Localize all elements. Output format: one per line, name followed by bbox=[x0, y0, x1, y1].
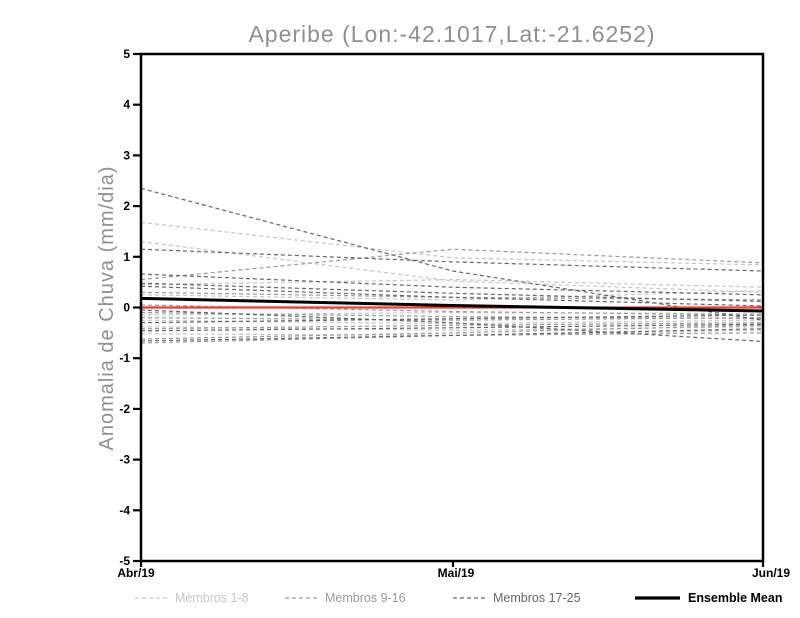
legend-item-1: Membros 1-8 bbox=[135, 591, 249, 605]
y-tick-label-4: 4 bbox=[123, 98, 130, 112]
member-line-1 bbox=[140, 221, 764, 266]
y-axis-label: Anomalia de Chuva (mm/dia) bbox=[96, 166, 118, 451]
member-line-14 bbox=[140, 304, 764, 316]
y-tick-label--2: -2 bbox=[119, 402, 130, 416]
ensemble-mean-line bbox=[140, 296, 764, 313]
member-line-22 bbox=[140, 309, 764, 343]
member-line-3 bbox=[140, 290, 764, 301]
y-tick-label-2: 2 bbox=[123, 199, 130, 213]
legend-item-3: Membros 17-25 bbox=[453, 591, 581, 605]
x-tick-label-0: Abr/19 bbox=[117, 566, 155, 580]
y-tick-label-3: 3 bbox=[123, 148, 130, 162]
y-tick-label--5: -5 bbox=[119, 554, 130, 568]
member-line-18 bbox=[140, 248, 764, 272]
chart-legend: Membros 1-8 Membros 9-16 Membros 17-25 Ense… bbox=[135, 591, 782, 605]
member-line-17 bbox=[140, 187, 764, 321]
member-line-4 bbox=[140, 311, 764, 316]
member-line-2 bbox=[140, 240, 764, 293]
legend-item-4: Ensemble Mean bbox=[635, 591, 782, 605]
legend-label-2: Membros 9-16 bbox=[325, 591, 406, 605]
x-axis-ticks: Abr/19 Mai/19 Jun/19 bbox=[117, 561, 790, 580]
x-tick-label-1: Mai/19 bbox=[438, 566, 475, 580]
member-line-13 bbox=[140, 324, 764, 340]
member-line-15 bbox=[140, 332, 764, 344]
y-tick-label-5: 5 bbox=[123, 47, 130, 61]
member-line-12 bbox=[140, 322, 764, 330]
member-line-20 bbox=[140, 282, 764, 303]
member-line-23 bbox=[140, 314, 764, 324]
y-axis-ticks: 5 4 3 2 1 0 -1 -2 -3 -4 -5 bbox=[119, 47, 141, 568]
member-line-16 bbox=[140, 311, 764, 320]
legend-label-1: Membros 1-8 bbox=[175, 591, 249, 605]
member-line-5 bbox=[140, 319, 764, 325]
legend-label-4: Ensemble Mean bbox=[688, 591, 782, 605]
member-lines-group bbox=[140, 187, 764, 344]
member-line-19 bbox=[140, 273, 764, 296]
y-tick-label--3: -3 bbox=[119, 453, 130, 467]
member-line-9 bbox=[140, 248, 764, 281]
member-line-25 bbox=[140, 328, 764, 342]
y-tick-label--4: -4 bbox=[119, 503, 130, 517]
y-tick-label--1: -1 bbox=[119, 351, 130, 365]
member-line-7 bbox=[140, 329, 764, 336]
legend-item-2: Membros 9-16 bbox=[285, 591, 406, 605]
member-line-8 bbox=[140, 279, 764, 288]
member-line-21 bbox=[140, 285, 764, 307]
member-line-24 bbox=[140, 323, 764, 332]
y-tick-label-0: 0 bbox=[123, 301, 130, 315]
ensemble-mean-group bbox=[140, 296, 764, 313]
x-tick-label-2: Jun/19 bbox=[752, 566, 790, 580]
legend-label-3: Membros 17-25 bbox=[493, 591, 581, 605]
y-tick-label-1: 1 bbox=[123, 250, 130, 264]
chart-title: Aperibe (Lon:-42.1017,Lat:-21.6252) bbox=[248, 21, 655, 47]
